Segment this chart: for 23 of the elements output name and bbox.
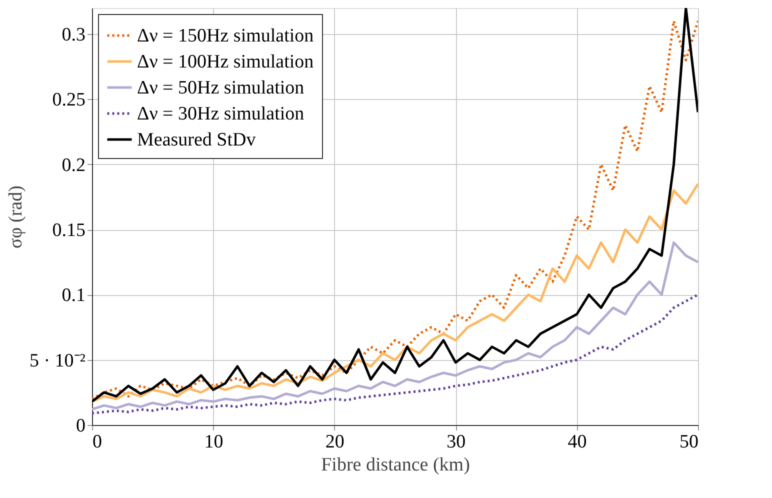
y-tick-label: 0 [76, 416, 86, 436]
y-tick-label: 0.1 [62, 285, 86, 306]
y-tick-label: 0.2 [62, 154, 86, 176]
x-axis-title: Fibre distance (km) [321, 454, 470, 476]
y-tick-label: 0.25 [52, 90, 86, 111]
legend-label: Δν = 100Hz simulation [137, 52, 314, 72]
legend-label: Measured StDv [137, 130, 256, 150]
y-tick-label: 0.15 [52, 220, 86, 242]
y-tick-label: 5 · 10⁻² [29, 350, 86, 372]
line-series [92, 182, 698, 403]
x-tick-label: 10 [204, 432, 224, 452]
legend-label: Δν = 30Hz simulation [137, 104, 305, 124]
y-axis-title: σφ (rad) [5, 186, 26, 248]
legend-label: Δν = 50Hz simulation [137, 78, 305, 98]
x-tick-label: 0 [92, 432, 102, 452]
x-tick-label: 30 [446, 432, 466, 452]
y-tick-label: 0.3 [62, 24, 86, 46]
x-tick-label: 40 [568, 432, 587, 452]
line-series [92, 293, 698, 415]
legend-label: Δν = 150Hz simulation [137, 26, 314, 46]
x-tick-label: 50 [680, 432, 698, 452]
line-series [92, 241, 698, 411]
x-tick-label: 20 [325, 432, 344, 452]
